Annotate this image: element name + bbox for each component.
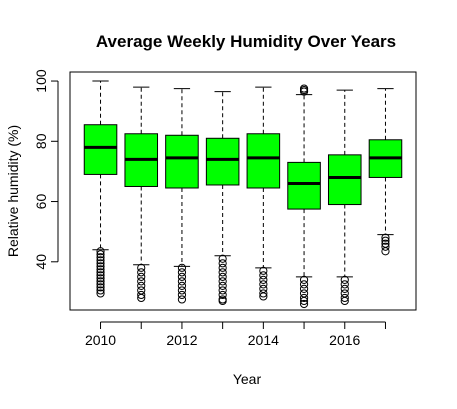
outlier-point	[96, 256, 105, 265]
outlier-point	[177, 286, 187, 295]
outlier-point	[299, 299, 309, 309]
outlier-point	[96, 286, 105, 295]
outlier-point	[299, 280, 309, 289]
box-2010	[83, 80, 118, 298]
x-tick-label: 2016	[329, 332, 360, 348]
outlier-point	[340, 296, 349, 306]
y-tick-label: 100	[33, 69, 49, 93]
outlier-point	[177, 263, 187, 272]
x-axis: 2010 2012 2014 2016	[85, 321, 386, 348]
outlier-point	[340, 284, 349, 294]
y-tick-label: 40	[33, 254, 49, 270]
outlier-point	[177, 295, 187, 304]
outlier-point	[299, 87, 309, 96]
outlier-point	[299, 293, 309, 303]
outlier-point	[96, 277, 105, 286]
iqr-box	[246, 133, 281, 189]
x-tick-label: 2014	[248, 332, 279, 348]
plot-frame	[69, 71, 417, 311]
outlier-point	[340, 275, 349, 284]
outlier-point	[259, 275, 268, 284]
y-axis: 40 60 80 100	[33, 69, 59, 270]
outlier-point	[96, 268, 105, 277]
outlier-point	[137, 277, 146, 286]
outlier-point	[218, 254, 227, 263]
outlier-point	[259, 280, 268, 289]
chart-title: Average Weekly Humidity Over Years	[96, 32, 396, 51]
outlier-point	[177, 277, 187, 286]
outlier-point	[218, 259, 227, 268]
outlier-point	[381, 242, 390, 251]
outlier-point	[96, 259, 105, 268]
outlier-point	[177, 281, 187, 290]
outlier-point	[137, 290, 146, 300]
x-axis-label: Year	[233, 371, 262, 387]
outlier-point	[218, 263, 227, 272]
iqr-box	[327, 154, 362, 206]
outlier-point	[96, 280, 105, 289]
x-tick-label: 2010	[85, 332, 116, 348]
outlier-point	[218, 268, 227, 277]
outlier-point	[218, 277, 227, 286]
box-series	[83, 80, 403, 309]
box-2012	[165, 88, 199, 304]
outlier-point	[299, 284, 309, 294]
outlier-point	[96, 289, 105, 298]
iqr-box	[287, 161, 321, 210]
outlier-point	[137, 281, 146, 290]
outlier-point	[177, 272, 187, 281]
box-2011	[124, 86, 159, 303]
outlier-point	[381, 233, 390, 242]
outlier-point	[177, 268, 187, 277]
outlier-point	[177, 290, 187, 300]
outlier-point	[340, 280, 349, 289]
outlier-point	[259, 292, 268, 301]
y-tick-label: 80	[33, 133, 49, 149]
iqr-box	[205, 137, 240, 186]
outlier-point	[299, 275, 309, 284]
outlier-point	[96, 283, 105, 292]
outlier-point	[137, 293, 146, 303]
y-axis-label: Relative humidity (%)	[5, 125, 21, 257]
outlier-point	[96, 271, 105, 280]
outlier-point	[218, 286, 227, 295]
outlier-point	[381, 236, 390, 245]
outlier-point	[299, 296, 309, 306]
outlier-point	[381, 247, 390, 256]
outlier-point	[259, 266, 268, 275]
outlier-point	[96, 274, 105, 283]
box-2017	[368, 88, 403, 256]
outlier-point	[259, 289, 268, 298]
outlier-point	[340, 293, 349, 303]
outlier-point	[137, 268, 146, 277]
outlier-point	[218, 296, 227, 306]
outlier-point	[96, 262, 105, 271]
outlier-point	[259, 271, 268, 280]
outlier-point	[137, 263, 146, 272]
box-2015	[287, 84, 321, 309]
outlier-point	[96, 250, 105, 259]
box-2016	[327, 89, 362, 306]
box-2014	[246, 86, 281, 301]
outlier-point	[218, 272, 227, 281]
box-2013	[205, 91, 240, 306]
outlier-point	[218, 281, 227, 290]
outlier-point	[96, 247, 105, 256]
x-tick-label: 2012	[166, 332, 197, 348]
y-tick-label: 60	[33, 194, 49, 210]
outlier-point	[137, 272, 146, 281]
iqr-box	[165, 134, 199, 189]
outlier-point	[218, 290, 227, 300]
outlier-point	[96, 253, 105, 262]
iqr-box	[83, 124, 118, 175]
outlier-point	[96, 265, 105, 274]
